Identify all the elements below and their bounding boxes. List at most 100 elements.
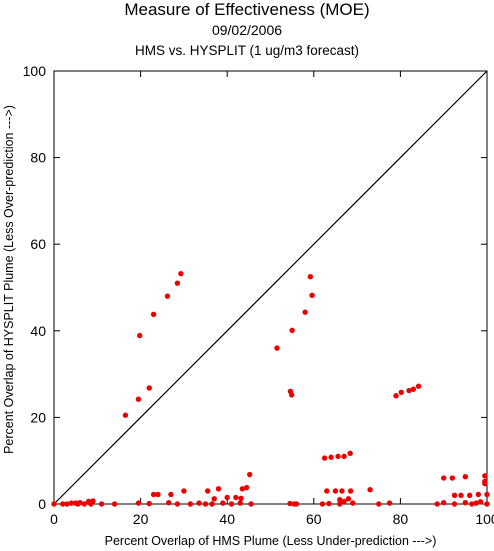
data-point — [174, 280, 181, 286]
data-point — [466, 492, 473, 499]
data-point — [243, 484, 250, 491]
x-tick-label: 20 — [133, 511, 149, 527]
data-point — [335, 453, 341, 460]
data-point — [302, 309, 308, 315]
data-point — [321, 455, 328, 461]
data-point — [228, 501, 235, 507]
data-point — [51, 501, 57, 507]
data-point — [458, 492, 464, 499]
data-point — [477, 499, 484, 505]
data-point — [451, 501, 458, 507]
data-point — [367, 487, 373, 493]
data-point — [88, 501, 94, 507]
data-point — [64, 501, 70, 507]
data-point — [350, 500, 356, 506]
data-point — [181, 488, 187, 494]
data-point — [224, 494, 230, 501]
y-axis-label: Percent Overlap of HYSPLIT Plume (Less O… — [2, 105, 16, 454]
data-point — [247, 471, 253, 478]
data-point — [168, 491, 174, 498]
data-point — [187, 501, 194, 507]
data-point — [239, 486, 246, 492]
y-tick-label: 20 — [30, 409, 46, 425]
data-point — [166, 500, 172, 506]
data-point — [202, 501, 209, 507]
data-point — [122, 412, 129, 418]
y-tick-label: 60 — [30, 236, 46, 252]
data-point — [319, 501, 326, 507]
data-point — [376, 501, 382, 507]
data-point — [469, 501, 475, 507]
data-point — [341, 498, 347, 505]
data-point — [326, 500, 332, 507]
data-point — [155, 491, 161, 498]
data-point — [150, 311, 157, 318]
data-point — [482, 478, 488, 485]
data-point — [274, 345, 280, 351]
data-point — [205, 488, 211, 494]
y-tick-label: 40 — [30, 323, 46, 339]
data-point — [289, 327, 295, 334]
data-point — [68, 500, 75, 506]
data-point — [484, 491, 490, 498]
data-point — [410, 386, 417, 392]
data-point — [347, 488, 354, 494]
data-point — [98, 501, 105, 507]
data-point — [451, 492, 458, 499]
data-point — [287, 500, 293, 507]
diagonal-reference-line — [53, 70, 488, 505]
data-point — [111, 501, 118, 507]
data-point — [164, 293, 171, 299]
data-point — [482, 473, 488, 479]
data-point — [238, 495, 244, 502]
data-point — [393, 393, 399, 399]
data-point — [462, 500, 469, 506]
chart-date: 09/02/2006 — [211, 22, 283, 38]
data-point — [293, 501, 300, 507]
data-point — [220, 500, 226, 506]
data-point — [307, 273, 314, 280]
data-point — [341, 453, 347, 460]
data-point — [345, 496, 352, 502]
data-point — [174, 501, 181, 507]
x-tick-label: 0 — [50, 511, 58, 527]
data-point — [406, 387, 412, 394]
data-point — [441, 475, 447, 481]
x-tick-label: 40 — [219, 511, 235, 527]
data-point — [146, 500, 152, 507]
data-point — [398, 389, 404, 395]
data-point — [462, 474, 469, 480]
data-point — [386, 500, 393, 506]
data-point — [332, 488, 339, 494]
data-point — [337, 501, 343, 507]
data-point — [196, 500, 202, 506]
data-point — [324, 488, 330, 494]
data-point — [328, 454, 334, 460]
x-tick-label: 100 — [475, 511, 494, 527]
data-point — [211, 496, 217, 502]
x-tick-label: 60 — [306, 511, 322, 527]
data-point — [150, 491, 157, 498]
data-point — [135, 396, 142, 402]
data-point — [441, 500, 447, 506]
y-tick-label: 0 — [38, 496, 46, 512]
data-point — [347, 450, 353, 457]
data-point — [209, 501, 215, 507]
data-point — [415, 383, 422, 389]
data-point — [237, 500, 243, 506]
x-axis-label: Percent Overlap of HMS Plume (Less Under… — [105, 534, 437, 548]
chart-title: Measure of Effectiveness (MOE) — [124, 0, 370, 19]
data-point — [59, 501, 66, 507]
data-point — [178, 270, 184, 277]
data-point — [475, 491, 482, 498]
chart-subtitle: HMS vs. HYSPLIT (1 ug/m3 forecast) — [134, 43, 360, 58]
data-point — [337, 496, 343, 503]
data-point — [309, 292, 315, 298]
data-point — [137, 332, 143, 339]
plot-frame — [53, 70, 488, 505]
data-point — [434, 501, 440, 507]
data-point — [135, 500, 142, 506]
data-point — [215, 486, 222, 492]
data-point — [339, 488, 345, 494]
